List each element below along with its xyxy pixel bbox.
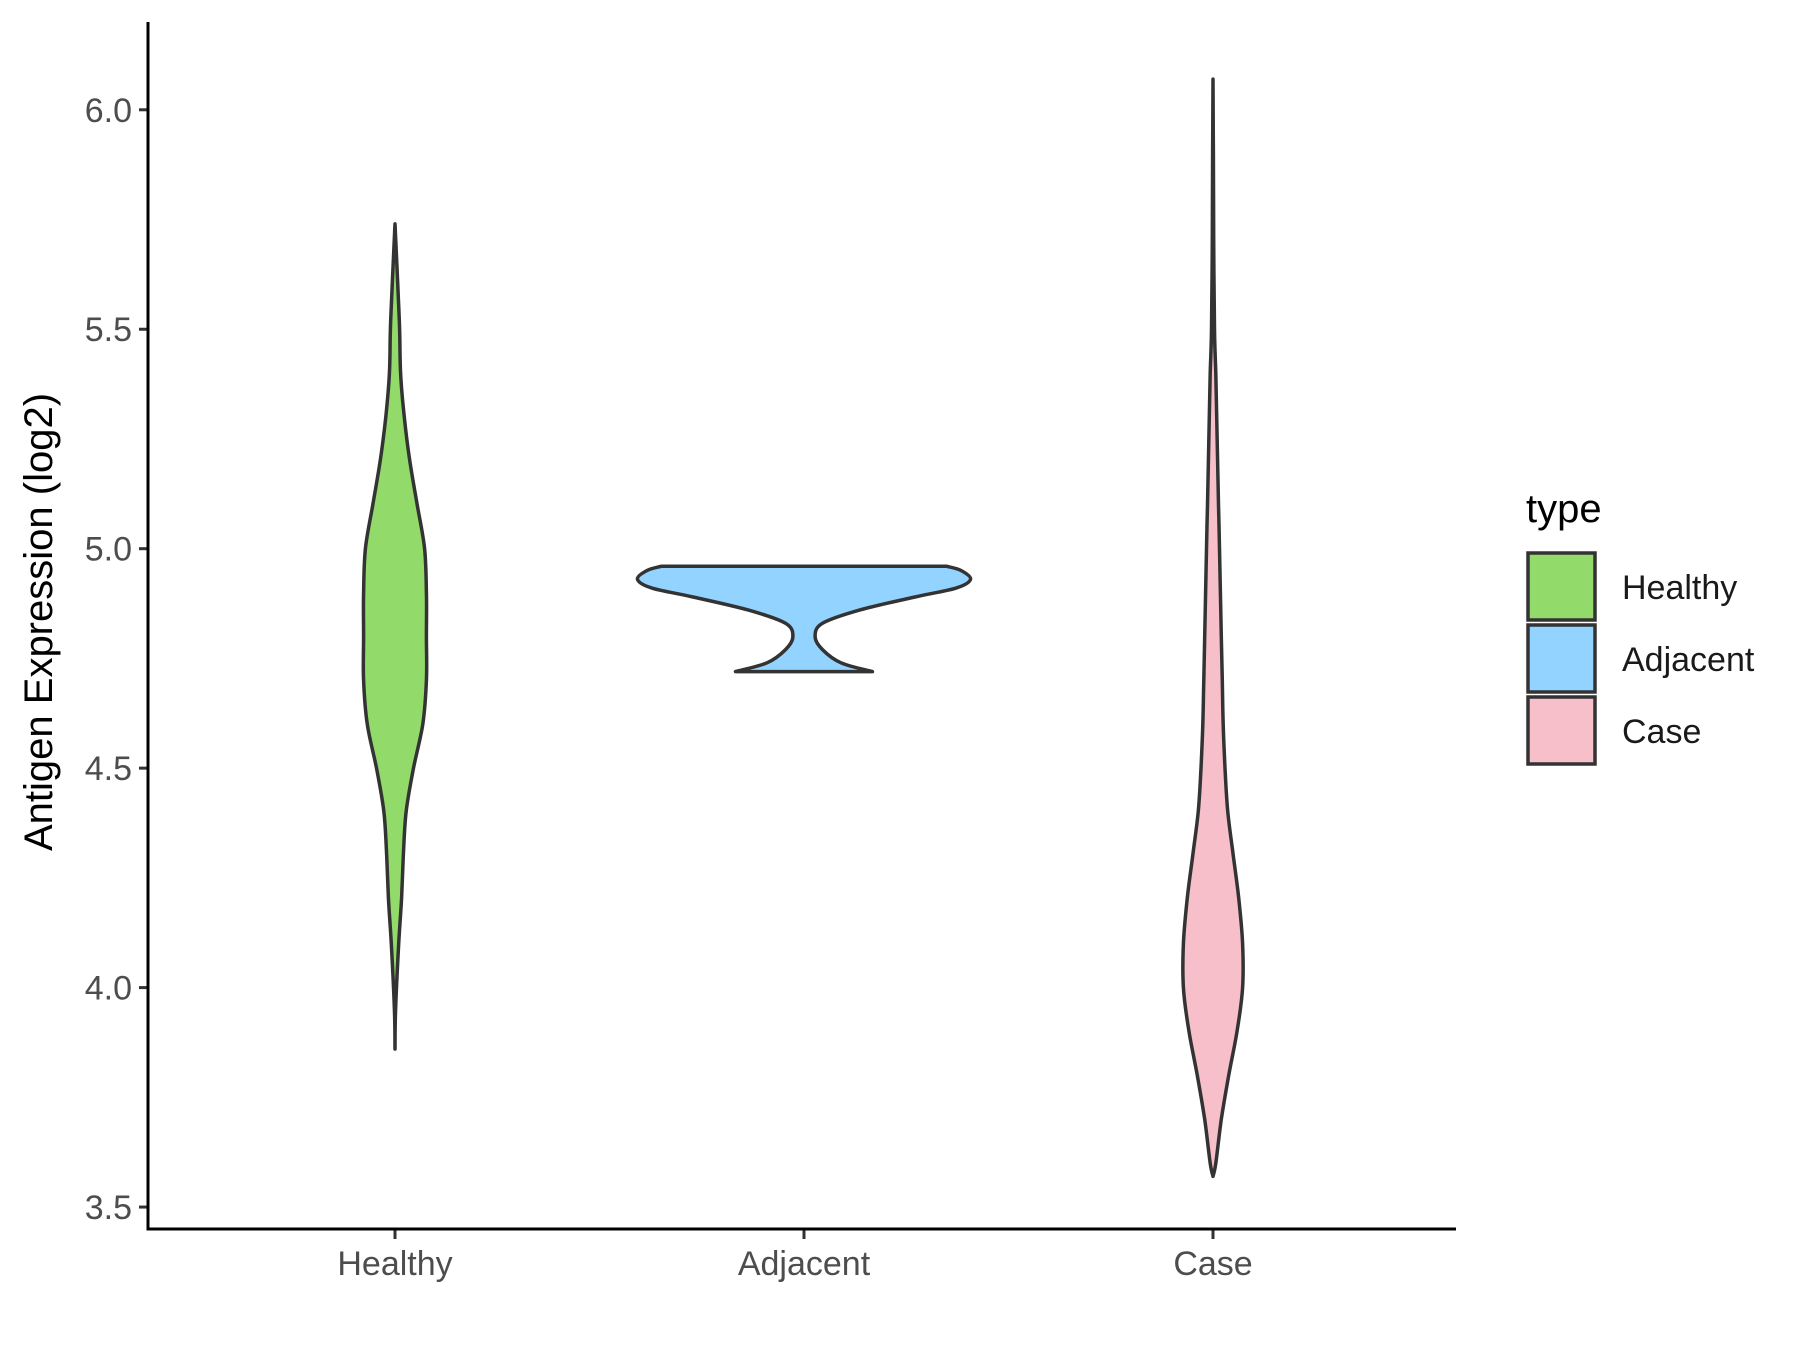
x-tick-label: Adjacent bbox=[738, 1245, 871, 1283]
x-tick-label: Healthy bbox=[337, 1245, 452, 1283]
legend-label: Healthy bbox=[1622, 569, 1737, 607]
violin-case bbox=[1181, 77, 1245, 1179]
legend-label: Case bbox=[1622, 713, 1701, 751]
y-axis-title: Antigen Expression (log2) bbox=[17, 393, 61, 851]
x-tick-label: Case bbox=[1173, 1245, 1252, 1283]
legend-key-case bbox=[1526, 695, 1597, 766]
y-axis-ticks: 3.5 4.0 4.5 5.0 5.5 6.0 bbox=[85, 92, 148, 1227]
y-tick-label: 5.5 bbox=[85, 311, 132, 349]
y-tick-label: 3.5 bbox=[85, 1189, 132, 1227]
violin-healthy bbox=[361, 222, 429, 1051]
x-axis-ticks: Healthy Adjacent Case bbox=[337, 1229, 1253, 1283]
y-tick-label: 5.0 bbox=[85, 531, 132, 569]
y-tick-label: 4.5 bbox=[85, 750, 132, 788]
legend-title: type bbox=[1526, 487, 1602, 531]
legend: type Healthy Adjacent Case bbox=[1526, 487, 1755, 766]
legend-label: Adjacent bbox=[1622, 641, 1755, 679]
legend-key-healthy bbox=[1526, 551, 1597, 622]
legend-key-adjacent bbox=[1526, 623, 1597, 694]
y-tick-label: 6.0 bbox=[85, 92, 132, 130]
violin-layer bbox=[361, 77, 1245, 1179]
violin-adjacent bbox=[635, 564, 973, 674]
y-tick-label: 4.0 bbox=[85, 970, 132, 1008]
